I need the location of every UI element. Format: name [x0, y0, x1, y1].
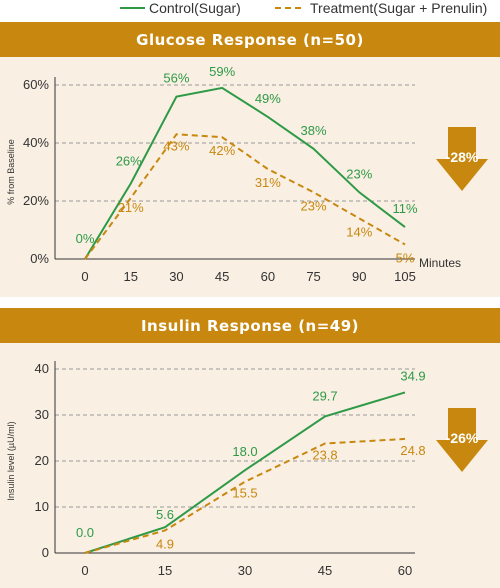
reduction-arrow-icon [436, 127, 488, 191]
y-tick-label: 60% [23, 77, 49, 92]
reduction-label: -28% [446, 149, 479, 165]
control-data-label: 49% [255, 91, 281, 106]
x-axis-label: Minutes [419, 256, 461, 270]
control-data-label: 34.9 [400, 368, 425, 383]
x-tick-label: 0 [81, 269, 88, 284]
treatment-data-label: 15.5 [232, 486, 257, 501]
control-data-label: 23% [346, 166, 372, 181]
insulin-panel: 0 10 20 30 40 0 15 30 45 60 Insulin level (µU/ml) 0… [0, 343, 500, 588]
control-series-line [84, 86, 406, 260]
control-data-label: 59% [209, 64, 235, 79]
control-data-label: 0% [76, 231, 95, 246]
treatment-data-label: 42% [209, 143, 235, 158]
insulin-title: Insulin Response (n=49) [0, 308, 500, 343]
treatment-data-label: 5% [396, 251, 415, 266]
y-tick-label: 20 [35, 453, 49, 468]
glucose-title: Glucose Response (n=50) [0, 22, 500, 57]
legend-treatment-label: Treatment(Sugar + Prenulin) [310, 0, 487, 16]
y-tick-label: 40% [23, 135, 49, 150]
x-tick-label: 45 [215, 269, 229, 284]
treatment-data-label: 4.9 [156, 536, 174, 551]
treatment-series-line [84, 133, 406, 260]
reduction-label: -26% [446, 430, 479, 446]
x-tick-label: 15 [123, 269, 137, 284]
treatment-data-label: 24.8 [400, 443, 425, 458]
glucose-panel: 0% 20% 40% 60% 0 15 30 45 60 75 90 105 Minutes % from… [0, 57, 500, 297]
legend-control-label: Control(Sugar) [149, 0, 241, 16]
treatment-data-label: 23.8 [312, 448, 337, 463]
treatment-series-line [84, 437, 406, 554]
y-tick-label: 10 [35, 499, 49, 514]
control-data-label: 56% [163, 71, 189, 86]
reduction-arrow-icon [436, 408, 488, 472]
treatment-data-label: 21% [118, 200, 144, 215]
treatment-data-label: 23% [301, 198, 327, 213]
x-tick-label: 60 [398, 563, 412, 578]
x-tick-label: 105 [394, 269, 416, 284]
y-tick-label: 0 [42, 545, 49, 560]
x-tick-label: 60 [261, 269, 275, 284]
treatment-data-label: 31% [255, 175, 281, 190]
y-tick-label: 0% [30, 251, 49, 266]
x-tick-label: 30 [169, 269, 183, 284]
x-tick-label: 15 [158, 563, 172, 578]
control-data-label: 5.6 [156, 507, 174, 522]
control-data-label: 11% [392, 201, 417, 216]
control-data-label: 18.0 [232, 444, 257, 459]
legend: Control(Sugar) Treatment(Sugar + Prenuli… [120, 0, 487, 16]
control-data-label: 26% [116, 154, 142, 169]
x-tick-label: 30 [238, 563, 252, 578]
x-tick-label: 90 [352, 269, 366, 284]
x-tick-label: 0 [81, 563, 88, 578]
y-tick-label: 30 [35, 407, 49, 422]
control-series-line [84, 391, 406, 554]
control-data-label: 29.7 [312, 388, 337, 403]
x-tick-label: 75 [306, 269, 320, 284]
control-data-label: 38% [301, 123, 327, 138]
treatment-data-label: 14% [346, 224, 372, 239]
control-data-label: 0.0 [76, 525, 94, 540]
y-axis-label: Insulin level (µU/ml) [6, 421, 16, 500]
insulin-chart: 0 10 20 30 40 0 15 30 45 60 Insulin level (µU/ml) 0… [6, 361, 488, 578]
y-tick-label: 40 [35, 361, 49, 376]
y-axis-label: % from Baseline [6, 139, 16, 205]
treatment-data-label: 43% [163, 138, 189, 153]
y-tick-label: 20% [23, 193, 49, 208]
x-tick-label: 45 [318, 563, 332, 578]
